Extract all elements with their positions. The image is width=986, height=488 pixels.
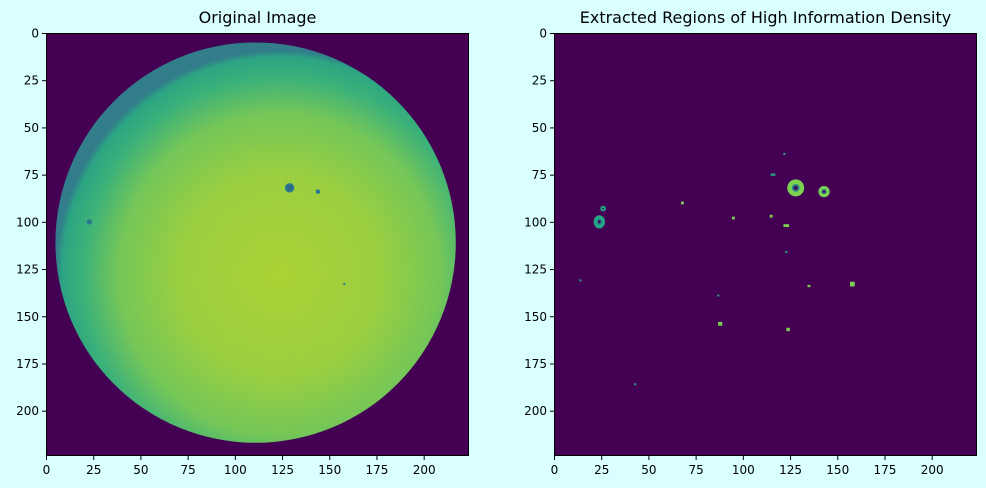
axes-frame [46, 33, 469, 456]
disk-texture [55, 42, 456, 443]
y-tick-label: 200 [524, 404, 547, 418]
x-tick-label: 25 [594, 463, 609, 477]
x-tick-label: 0 [551, 463, 559, 477]
x-axis: 0 25 50 75 100 125 150 175 200 [551, 456, 944, 477]
y-tick-label: 150 [16, 310, 39, 324]
y-tick-label: 175 [524, 357, 547, 371]
x-tick-label: 125 [779, 463, 802, 477]
y-tick-label: 50 [532, 121, 547, 135]
y-tick-label: 125 [16, 263, 39, 277]
y-axis: 0 25 50 75 100 125 150 175 200 [524, 27, 554, 418]
region-dot [634, 383, 637, 386]
x-axis: 0 25 50 75 100 125 150 175 200 [43, 456, 436, 477]
original-image-panel: Original Image 0 25 50 75 100 125 150 175 200 0 2… [16, 8, 469, 477]
region-center [822, 190, 826, 193]
x-tick-label: 50 [133, 463, 148, 477]
region-dot [717, 294, 720, 297]
x-tick-label: 175 [366, 463, 389, 477]
x-tick-label: 0 [43, 463, 51, 477]
region-dot [769, 214, 773, 218]
region-dot [786, 327, 790, 332]
y-tick-label: 125 [524, 263, 547, 277]
region-dot [579, 279, 582, 282]
axes-frame [554, 33, 977, 456]
x-tick-label: 175 [874, 463, 897, 477]
region-dot [783, 224, 790, 228]
x-tick-label: 100 [732, 463, 755, 477]
sunspot-core [287, 185, 292, 191]
chart-title: Original Image [199, 8, 317, 27]
x-tick-label: 25 [86, 463, 101, 477]
y-tick-label: 200 [16, 404, 39, 418]
region-dot [770, 173, 776, 176]
sunspot [315, 189, 321, 194]
region-center [598, 220, 601, 224]
x-tick-label: 200 [921, 463, 944, 477]
x-tick-label: 150 [826, 463, 849, 477]
region-dot [731, 216, 735, 220]
y-tick-label: 25 [532, 74, 547, 88]
y-axis: 0 25 50 75 100 125 150 175 200 [16, 27, 46, 418]
region-dot [850, 281, 855, 287]
y-tick-label: 175 [16, 357, 39, 371]
y-tick-label: 50 [24, 121, 39, 135]
x-tick-label: 200 [413, 463, 436, 477]
sunspot [86, 219, 93, 225]
image-content [579, 152, 855, 386]
region-center [602, 207, 604, 210]
region-dot [785, 251, 788, 254]
sunspot [343, 282, 346, 286]
y-tick-label: 0 [539, 27, 547, 41]
x-tick-label: 100 [224, 463, 247, 477]
region-dot [807, 284, 811, 288]
y-tick-label: 0 [31, 27, 39, 41]
region-dot [783, 152, 786, 155]
y-tick-label: 150 [524, 310, 547, 324]
x-tick-label: 150 [318, 463, 341, 477]
x-tick-label: 50 [641, 463, 656, 477]
region-dot [680, 201, 684, 205]
y-tick-label: 75 [532, 168, 547, 182]
y-tick-label: 100 [16, 215, 39, 229]
y-tick-label: 25 [24, 74, 39, 88]
region-dot [718, 321, 723, 326]
x-tick-label: 75 [180, 463, 195, 477]
region-center [793, 185, 798, 190]
y-tick-label: 75 [24, 168, 39, 182]
chart-title: Extracted Regions of High Information De… [580, 8, 951, 27]
x-tick-label: 125 [271, 463, 294, 477]
extracted-regions-panel: Extracted Regions of High Information De… [524, 8, 977, 477]
image-background [554, 33, 977, 456]
x-tick-label: 75 [688, 463, 703, 477]
image-content [55, 42, 456, 443]
y-tick-label: 100 [524, 215, 547, 229]
